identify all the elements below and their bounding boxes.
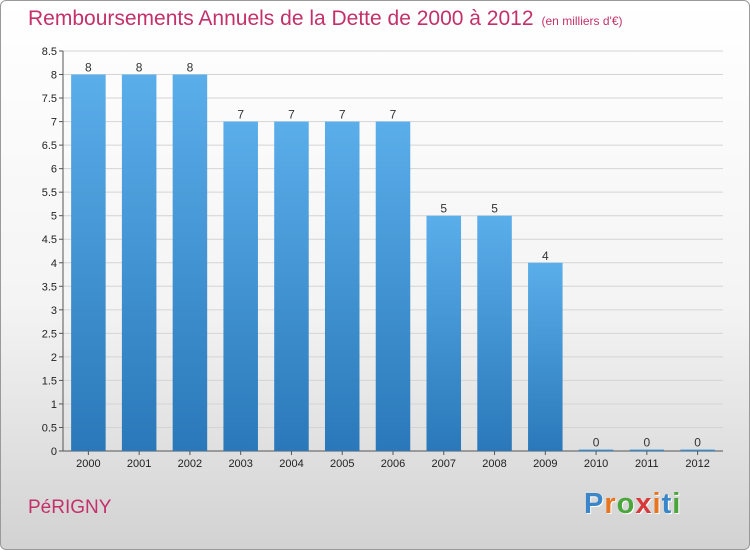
data-label: 8 — [85, 61, 92, 75]
data-label: 8 — [187, 61, 194, 75]
x-tick-label: 2001 — [127, 458, 151, 470]
bar-2005 — [324, 121, 360, 452]
bar-2000 — [71, 74, 106, 451]
x-tick-label: 2011 — [635, 458, 659, 470]
y-tick-label: 0 — [51, 446, 57, 458]
y-tick-label: 2.5 — [42, 328, 57, 340]
x-tick-label: 2010 — [584, 458, 608, 470]
x-tick-label: 2006 — [381, 458, 405, 470]
y-tick-label: 0.5 — [42, 422, 57, 434]
data-label: 7 — [237, 108, 244, 122]
x-tick-label: 2009 — [533, 458, 557, 470]
x-tick-label: 2012 — [685, 458, 709, 470]
y-tick-label: 1 — [51, 399, 57, 411]
y-tick-label: 5 — [51, 211, 57, 223]
chart-title-text: Remboursements Annuels de la Dette de 20… — [28, 7, 534, 30]
bar-2006 — [375, 121, 411, 452]
y-tick-label: 6 — [51, 164, 57, 176]
data-label: 4 — [542, 249, 549, 263]
bar-2002 — [172, 74, 208, 451]
data-label: 7 — [288, 108, 295, 122]
logo-letter: x — [635, 488, 653, 520]
x-tick-label: 2008 — [482, 458, 506, 470]
logo-letter: i — [672, 488, 682, 520]
data-label: 8 — [136, 61, 143, 75]
y-tick-label: 8.5 — [42, 46, 57, 58]
data-label: 5 — [491, 202, 498, 216]
x-tick-label: 2000 — [76, 458, 100, 470]
y-tick-label: 3 — [51, 305, 57, 317]
y-tick-label: 8 — [51, 70, 57, 82]
bars — [71, 74, 715, 452]
x-tick-label: 2005 — [330, 458, 354, 470]
logo-letter: r — [604, 488, 617, 520]
y-tick-label: 4.5 — [42, 234, 57, 246]
bar-2011 — [629, 449, 665, 451]
bar-2007 — [426, 215, 462, 451]
x-tick-label: 2003 — [228, 458, 252, 470]
x-tick-label: 2007 — [432, 458, 456, 470]
y-tick-label: 6.5 — [42, 140, 57, 152]
logo-letter: t — [661, 488, 673, 520]
y-tick-label: 5.5 — [42, 187, 57, 199]
x-tick-label: 2004 — [279, 458, 303, 470]
y-tick-label: 7.5 — [42, 93, 57, 105]
y-tick-label: 3.5 — [42, 281, 57, 293]
x-tick-label: 2002 — [178, 458, 202, 470]
logo-letter: o — [616, 488, 636, 520]
chart-title: Remboursements Annuels de la Dette de 20… — [28, 7, 623, 31]
city-name: PéRIGNY — [28, 497, 112, 518]
bar-2012 — [680, 449, 715, 451]
proxiti-logo: Proxiti — [584, 488, 681, 521]
bar-2009 — [528, 262, 563, 451]
bar-2008 — [477, 215, 512, 451]
data-label: 7 — [390, 108, 397, 122]
bar-2004 — [274, 121, 309, 452]
bar-2003 — [223, 121, 258, 452]
bar-2001 — [121, 74, 157, 451]
y-tick-label: 4 — [51, 258, 57, 270]
bar-2010 — [578, 449, 614, 451]
data-label: 0 — [593, 436, 600, 450]
y-tick-label: 7 — [51, 117, 57, 129]
data-label: 7 — [339, 108, 346, 122]
data-label: 0 — [694, 436, 701, 450]
y-tick-label: 1.5 — [42, 375, 57, 387]
labels: 2000 8 2001 8 2002 8 2003 7 2004 7 2005 7 2006 7 2007 5… — [76, 61, 710, 470]
data-label: 0 — [644, 436, 651, 450]
data-label: 5 — [440, 202, 447, 216]
y-tick-label: 2 — [51, 352, 57, 364]
logo-letter: P — [584, 488, 605, 520]
chart-subtitle: (en milliers d'€) — [541, 14, 623, 28]
logo-letter: i — [652, 488, 662, 520]
